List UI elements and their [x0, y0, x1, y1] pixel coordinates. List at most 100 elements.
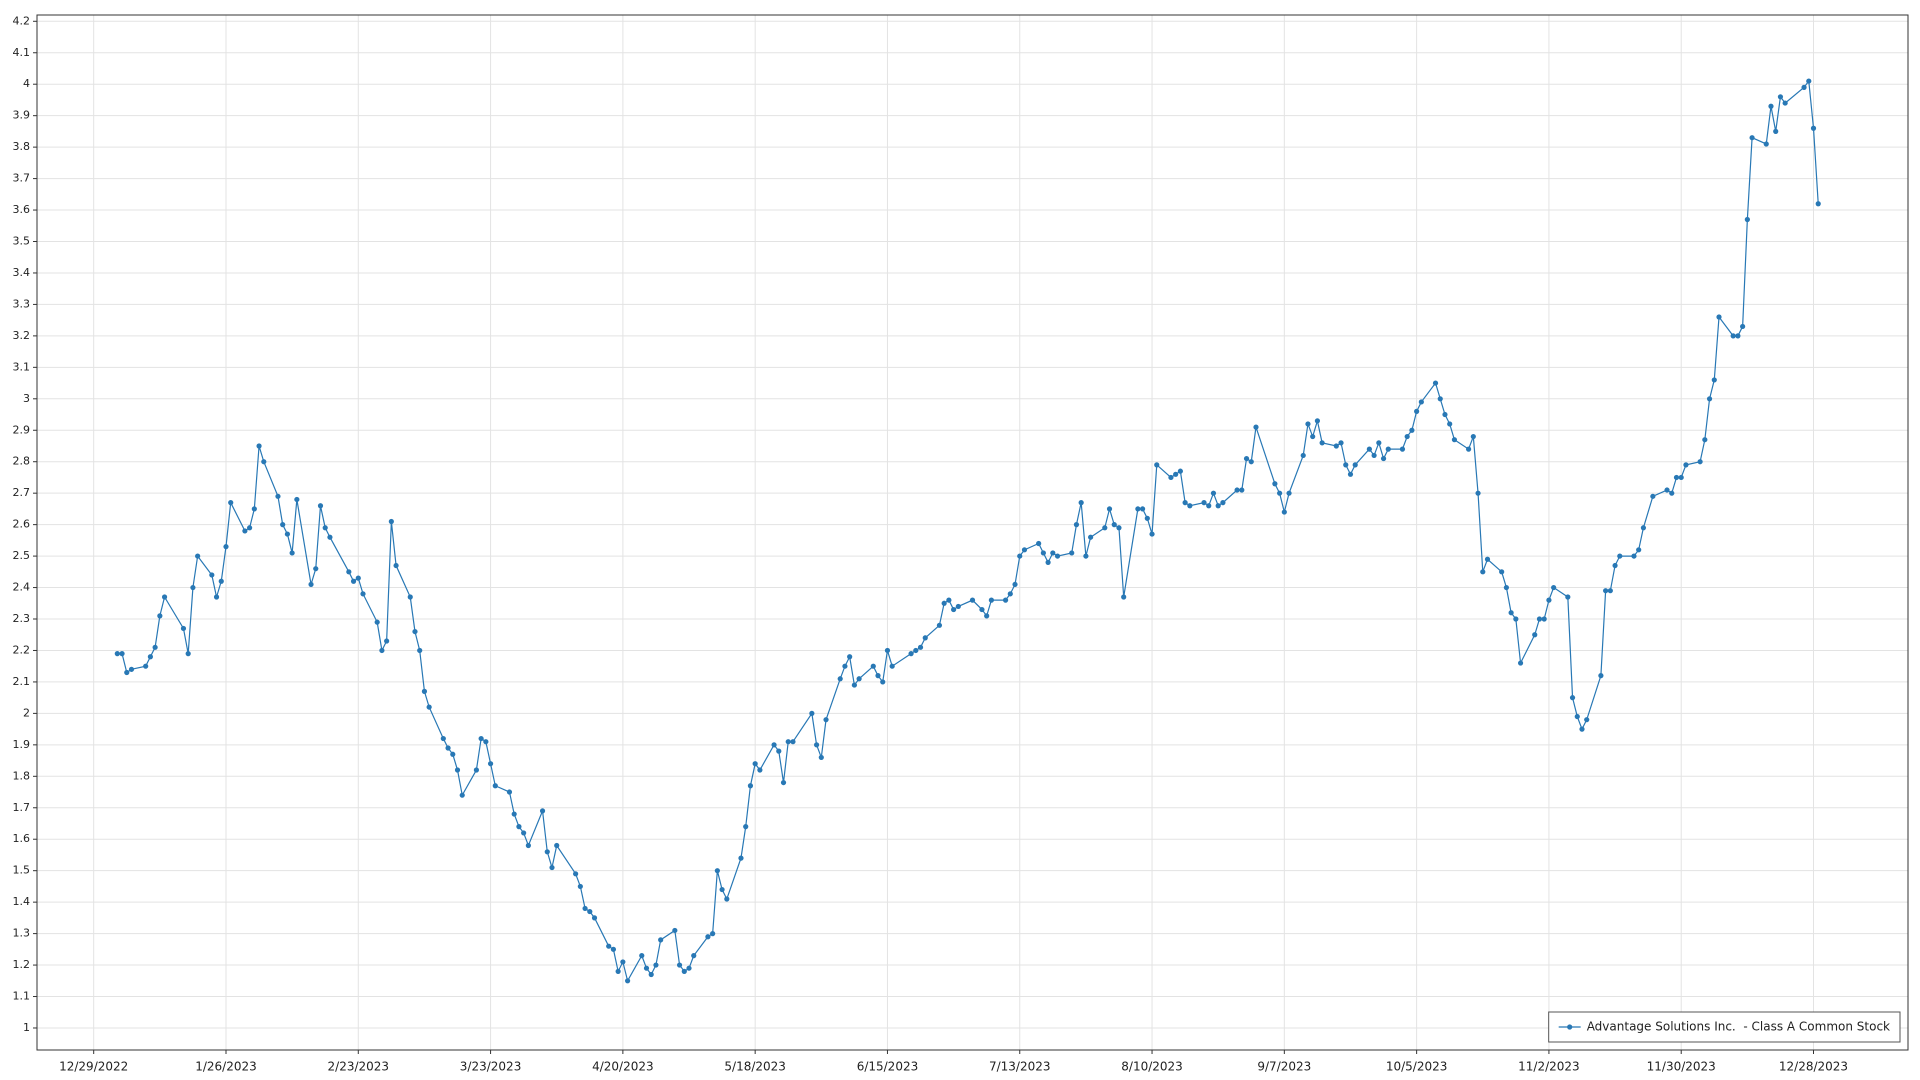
data-point	[1447, 421, 1453, 427]
data-point	[289, 550, 295, 556]
data-point	[374, 619, 380, 625]
data-point	[705, 934, 711, 940]
data-point	[1220, 500, 1226, 506]
data-point	[1711, 377, 1717, 383]
data-point	[776, 748, 782, 754]
data-point	[516, 824, 522, 830]
data-point	[124, 669, 130, 676]
legend-label: Advantage Solutions Inc. - Class A Commo…	[1587, 1020, 1890, 1034]
data-point	[417, 647, 423, 654]
data-point	[143, 663, 149, 669]
data-point	[157, 613, 163, 619]
data-point	[393, 562, 399, 569]
data-point	[1215, 503, 1221, 509]
x-tick-label: 12/28/2023	[1779, 1060, 1848, 1074]
y-tick-label: 2.7	[13, 486, 31, 499]
data-point	[440, 735, 446, 742]
data-point	[284, 531, 291, 537]
y-tick-label: 2.9	[13, 423, 31, 436]
data-point	[1740, 323, 1746, 330]
data-point	[1801, 84, 1807, 90]
data-point	[1012, 581, 1018, 588]
y-tick-label: 2.3	[13, 612, 31, 625]
data-point	[128, 666, 135, 672]
data-point	[1300, 452, 1306, 459]
data-point	[407, 594, 413, 600]
data-point	[1503, 584, 1509, 591]
data-point	[483, 739, 489, 745]
data-point	[1154, 462, 1160, 468]
y-tick-label: 3.3	[13, 297, 31, 310]
data-point	[539, 808, 546, 814]
data-point	[454, 767, 461, 773]
y-tick-label: 2	[23, 706, 30, 719]
y-tick-label: 1.8	[13, 769, 31, 782]
data-point	[275, 493, 281, 499]
data-point	[1234, 487, 1240, 493]
data-point	[946, 597, 952, 603]
data-point	[710, 931, 716, 937]
data-point	[1073, 522, 1080, 528]
data-point	[1480, 569, 1486, 575]
y-tick-label: 2.6	[13, 518, 31, 531]
data-point	[620, 959, 626, 965]
data-point	[1206, 503, 1212, 509]
data-point	[738, 855, 744, 861]
data-point	[880, 679, 886, 685]
data-point	[152, 644, 158, 650]
data-point	[1584, 717, 1590, 723]
y-tick-label: 1.7	[13, 801, 31, 814]
data-point	[790, 739, 796, 745]
data-point	[317, 503, 324, 509]
data-point	[1513, 616, 1519, 622]
data-point	[1730, 333, 1736, 339]
grid	[37, 15, 1908, 1050]
data-point	[691, 953, 697, 959]
data-point	[322, 525, 328, 531]
y-tick-label: 1.4	[13, 895, 31, 908]
data-point	[1631, 553, 1637, 559]
data-point	[1664, 487, 1670, 493]
data-point	[1782, 100, 1788, 106]
data-point	[1139, 506, 1146, 512]
data-point	[412, 628, 418, 635]
data-point	[1612, 562, 1618, 569]
data-point	[1598, 673, 1604, 679]
data-point	[308, 581, 314, 588]
data-point	[1432, 380, 1439, 386]
data-point	[1470, 433, 1476, 440]
data-point	[714, 868, 720, 874]
data-point	[554, 842, 560, 849]
data-point	[1546, 597, 1552, 603]
data-point	[256, 443, 262, 449]
data-point	[1083, 553, 1089, 559]
data-point	[511, 811, 517, 817]
data-point	[1735, 333, 1741, 339]
data-point	[1352, 462, 1358, 468]
y-tick-label: 2.4	[13, 581, 31, 594]
data-point	[577, 883, 583, 890]
data-point	[979, 606, 985, 613]
data-point	[1607, 588, 1613, 594]
data-point	[1310, 433, 1316, 440]
data-point	[1187, 503, 1193, 509]
data-point	[606, 943, 612, 949]
data-point	[1716, 314, 1722, 320]
data-point	[1305, 421, 1311, 427]
data-point	[459, 792, 465, 798]
data-point	[473, 767, 480, 773]
y-tick-label: 2.8	[13, 455, 31, 468]
data-point	[426, 704, 432, 710]
data-point	[1640, 525, 1647, 531]
data-point	[195, 553, 201, 559]
data-point	[681, 968, 687, 974]
data-point	[884, 647, 891, 654]
plot-frame	[36, 14, 1909, 1051]
data-point	[242, 528, 248, 534]
data-point	[445, 745, 451, 751]
data-point	[624, 978, 631, 984]
data-point	[955, 603, 961, 610]
data-point	[917, 644, 924, 650]
data-point	[1815, 201, 1821, 207]
data-point	[1763, 141, 1769, 147]
